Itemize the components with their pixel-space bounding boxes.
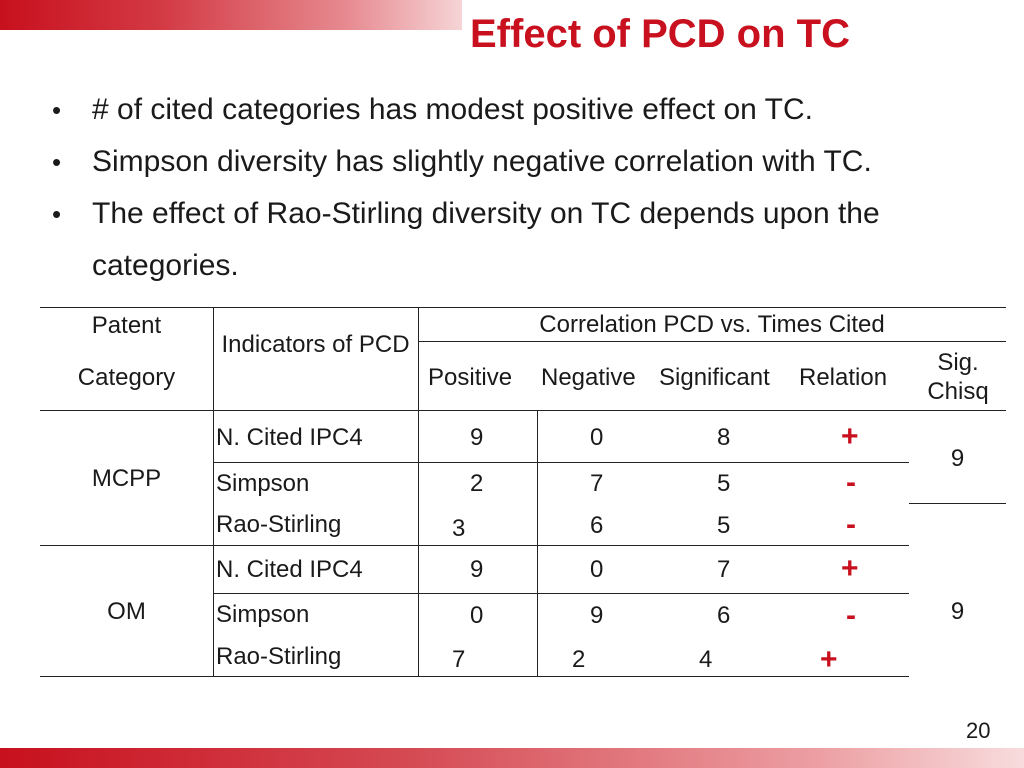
table-top-rule [40, 307, 1006, 308]
relation-sign: + [820, 643, 838, 676]
relation-sign: - [846, 466, 856, 499]
bullet-icon: • [52, 95, 62, 125]
category-mcpp: MCPP [91, 465, 162, 492]
indicator-cell: N. Cited IPC4 [216, 556, 363, 583]
sigchisq-mcpp: 9 [950, 445, 965, 472]
positive-cell: 9 [470, 556, 484, 583]
header-correlation: Correlation PCD vs. Times Cited [539, 311, 885, 338]
positive-cell: 9 [470, 424, 484, 451]
negative-cell: 7 [590, 470, 604, 497]
header-patent: Patent [91, 312, 162, 339]
slide-title: Effect of PCD on TC [470, 12, 850, 56]
indicator-cell: Rao-Stirling [216, 511, 342, 538]
header-negative: Negative [541, 364, 636, 391]
bottom-accent-bar [0, 748, 1024, 768]
header-indicators: Indicators of PCD [221, 331, 410, 358]
bullet-list: • # of cited categories has modest posit… [52, 84, 952, 292]
relation-sign: - [846, 508, 856, 541]
significant-cell: 4 [699, 646, 713, 673]
positive-cell: 2 [470, 470, 484, 497]
indicator-cell: Rao-Stirling [216, 643, 342, 670]
indicator-cell: N. Cited IPC4 [216, 424, 363, 451]
positive-cell: 0 [470, 602, 484, 629]
row-rule [213, 593, 909, 594]
header-relation: Relation [799, 364, 888, 391]
relation-sign: + [841, 420, 859, 453]
category-om: OM [107, 598, 146, 625]
significant-cell: 8 [717, 424, 731, 451]
page-number: 20 [966, 718, 991, 743]
header-bottom-rule [40, 410, 1006, 411]
header-sigchisq: Sig. Chisq [927, 349, 989, 405]
header-subrule [418, 341, 1006, 342]
row-rule [213, 462, 909, 463]
bullet-item: • The effect of Rao-Stirling diversity o… [52, 188, 952, 292]
column-rule [537, 410, 538, 676]
positive-cell: 3 [452, 515, 466, 542]
relation-sign: + [841, 552, 859, 585]
bullet-item: • Simpson diversity has slightly negativ… [52, 136, 952, 188]
significant-cell: 5 [717, 512, 731, 539]
negative-cell: 2 [572, 646, 586, 673]
header-category: Category [77, 364, 176, 391]
column-rule [418, 307, 419, 676]
table-bottom-rule [40, 676, 909, 677]
indicator-cell: Simpson [216, 601, 310, 628]
top-accent-bar [0, 0, 462, 30]
bullet-icon: • [52, 199, 62, 229]
negative-cell: 9 [590, 602, 604, 629]
bullet-item: • # of cited categories has modest posit… [52, 84, 952, 136]
bullet-text: # of cited categories has modest positiv… [92, 93, 813, 126]
sigchisq-om: 9 [950, 598, 965, 625]
relation-sign: - [846, 599, 856, 632]
significant-cell: 5 [717, 470, 731, 497]
sigchisq-rule [909, 503, 1006, 504]
indicator-cell: Simpson [216, 470, 310, 497]
negative-cell: 6 [590, 512, 604, 539]
positive-cell: 7 [452, 646, 466, 673]
bullet-icon: • [52, 147, 62, 177]
group-rule [40, 545, 909, 546]
significant-cell: 6 [717, 602, 731, 629]
column-rule [213, 307, 214, 676]
significant-cell: 7 [717, 556, 731, 583]
bullet-text: The effect of Rao-Stirling diversity on … [92, 197, 880, 282]
header-positive: Positive [428, 364, 513, 391]
negative-cell: 0 [590, 556, 604, 583]
header-significant: Significant [659, 364, 770, 391]
bullet-text: Simpson diversity has slightly negative … [92, 145, 872, 178]
negative-cell: 0 [590, 424, 604, 451]
